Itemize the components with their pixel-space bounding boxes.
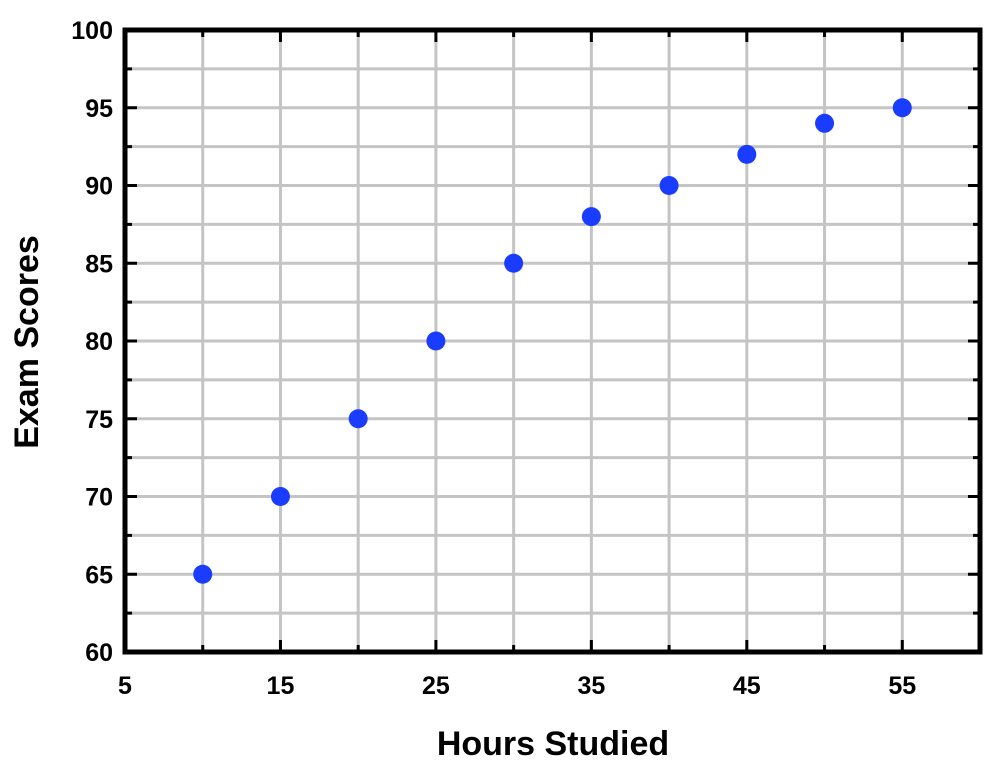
grid-lines bbox=[125, 30, 980, 652]
data-point bbox=[737, 144, 757, 164]
data-point bbox=[581, 207, 601, 227]
x-tick-label: 5 bbox=[118, 672, 132, 700]
data-point bbox=[659, 176, 679, 195]
data-point bbox=[348, 409, 368, 429]
x-tick-label: 25 bbox=[422, 672, 450, 700]
y-tick-label: 100 bbox=[71, 17, 113, 45]
data-point bbox=[270, 487, 290, 506]
y-tick-label: 70 bbox=[85, 484, 113, 512]
axis-ticks bbox=[125, 30, 980, 652]
x-tick-label: 35 bbox=[577, 672, 605, 700]
y-tick-label: 75 bbox=[85, 406, 113, 434]
x-tick-label: 15 bbox=[267, 672, 295, 700]
data-points bbox=[193, 98, 912, 584]
y-tick-label: 65 bbox=[85, 561, 113, 589]
x-tick-labels: 5 15 25 35 45 55 bbox=[118, 672, 916, 700]
x-axis-label: Hours Studied bbox=[437, 725, 669, 763]
y-tick-label: 60 bbox=[85, 639, 113, 667]
data-point bbox=[815, 113, 835, 133]
x-tick-label: 55 bbox=[888, 672, 916, 700]
y-axis-label: Exam Scores bbox=[8, 235, 46, 449]
data-point bbox=[193, 564, 213, 584]
y-tick-label: 90 bbox=[85, 173, 113, 201]
data-point bbox=[426, 331, 446, 351]
y-tick-labels: 60 65 70 75 80 85 90 95 100 bbox=[71, 17, 113, 667]
data-point bbox=[504, 253, 524, 273]
y-tick-label: 95 bbox=[85, 95, 113, 123]
data-point bbox=[892, 98, 912, 118]
y-tick-label: 85 bbox=[85, 250, 113, 278]
y-tick-label: 80 bbox=[85, 328, 113, 356]
x-tick-label: 45 bbox=[733, 672, 761, 700]
